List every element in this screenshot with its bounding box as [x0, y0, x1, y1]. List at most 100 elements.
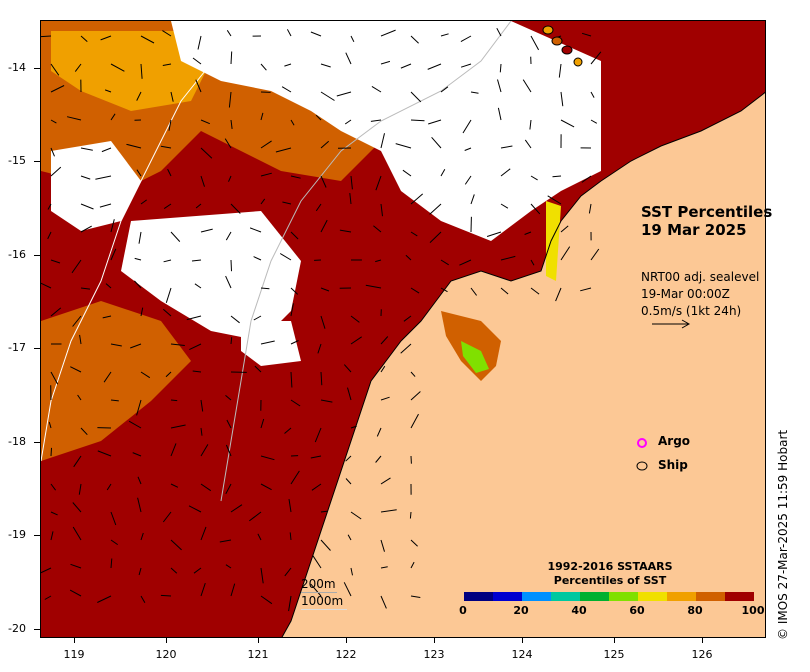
map-title-line2: 19 Mar 2025 [641, 221, 747, 239]
current-arrow [486, 231, 502, 237]
current-arrow [400, 63, 412, 69]
current-arrow [365, 284, 382, 289]
lat-tick-label: -14 [8, 61, 26, 74]
current-arrow [380, 29, 396, 37]
current-arrow [288, 595, 292, 612]
current-arrow [339, 229, 352, 233]
current-arrow [347, 534, 352, 541]
current-arrow [140, 199, 147, 205]
current-arrow [403, 315, 412, 322]
current-arrow [110, 219, 115, 233]
current-arrow [170, 483, 179, 488]
lat-tick-mark [34, 442, 40, 443]
current-arrow [41, 35, 52, 38]
argo-icon [637, 438, 647, 448]
current-arrow [260, 340, 275, 345]
current-arrow [410, 91, 422, 103]
current-arrow [110, 248, 117, 261]
current-arrow [581, 32, 592, 37]
lat-tick-mark [34, 629, 40, 630]
current-arrow [103, 371, 112, 383]
current-arrow [50, 531, 54, 541]
current-arrow [66, 116, 82, 121]
current-arrow [191, 259, 202, 262]
ship-marker [561, 45, 573, 55]
current-arrow [167, 168, 172, 177]
current-arrow [72, 315, 82, 327]
current-arrow [290, 175, 301, 179]
current-arrow [163, 203, 172, 210]
current-arrow [97, 450, 112, 457]
current-arrow [311, 483, 322, 491]
current-arrow [253, 256, 262, 261]
current-arrow [402, 169, 412, 177]
current-arrow [290, 303, 294, 317]
colorbar-tick-label: 100 [741, 604, 765, 617]
current-arrow [50, 166, 62, 177]
current-arrow [200, 444, 209, 457]
current-arrow [74, 63, 82, 72]
current-arrow [317, 343, 322, 354]
current-arrow [106, 483, 112, 491]
current-arrow [529, 119, 532, 130]
current-arrow [345, 52, 352, 65]
current-arrow [193, 567, 202, 574]
lat-tick-label: -18 [8, 435, 26, 448]
colorbar-title-line2: Percentiles of SST [553, 574, 667, 587]
current-arrow [225, 395, 232, 401]
current-arrow [380, 595, 387, 609]
current-arrow [289, 532, 292, 541]
current-arrow [343, 582, 352, 597]
current-arrow [320, 63, 331, 68]
colorbar-tick-label: 40 [571, 604, 587, 617]
current-arrow [225, 564, 232, 569]
current-arrow [260, 483, 272, 491]
lat-tick-mark [34, 535, 40, 536]
current-arrow [260, 140, 272, 149]
current-arrow [136, 169, 142, 177]
current-arrow [97, 595, 112, 603]
current-arrow [257, 533, 262, 541]
current-arrow [230, 583, 236, 597]
current-arrow [160, 594, 172, 597]
current-arrow [50, 511, 58, 516]
peninsula-green [461, 341, 489, 373]
lat-tick-label: -16 [8, 248, 26, 261]
current-arrow [192, 370, 202, 373]
current-arrow [590, 248, 600, 261]
current-arrow [80, 175, 91, 180]
current-arrow [500, 287, 509, 295]
current-arrow [260, 595, 273, 605]
current-arrow [350, 511, 362, 520]
current-arrow [260, 63, 267, 71]
current-arrow [310, 455, 322, 459]
current-arrow [336, 91, 352, 97]
current-arrow [284, 63, 292, 67]
current-arrow [590, 51, 602, 65]
current-arrow [72, 502, 82, 513]
current-arrow [162, 63, 172, 66]
current-arrow [230, 203, 241, 214]
current-arrow [371, 85, 382, 93]
current-arrow [375, 455, 382, 463]
current-arrow [110, 558, 113, 569]
current-arrow [560, 225, 569, 233]
lon-tick-label: 120 [155, 648, 177, 661]
current-arrow [101, 147, 112, 153]
map-title-line1: SST Percentiles [641, 203, 773, 221]
current-arrow [134, 280, 142, 289]
lon-tick-mark [614, 638, 615, 643]
current-arrow [50, 307, 62, 317]
current-arrow [350, 35, 355, 43]
current-arrow [410, 561, 415, 569]
current-legend-line1: NRT00 adj. sealevel [641, 270, 760, 284]
current-arrow [50, 483, 57, 491]
ship-marker [551, 36, 563, 46]
map-panel[interactable] [40, 20, 766, 638]
current-arrow [284, 427, 292, 434]
lat-tick-mark [34, 161, 40, 162]
current-arrow [350, 315, 360, 323]
colorbar-segment [464, 592, 493, 601]
current-arrow [79, 334, 82, 345]
current-arrow [162, 308, 172, 317]
